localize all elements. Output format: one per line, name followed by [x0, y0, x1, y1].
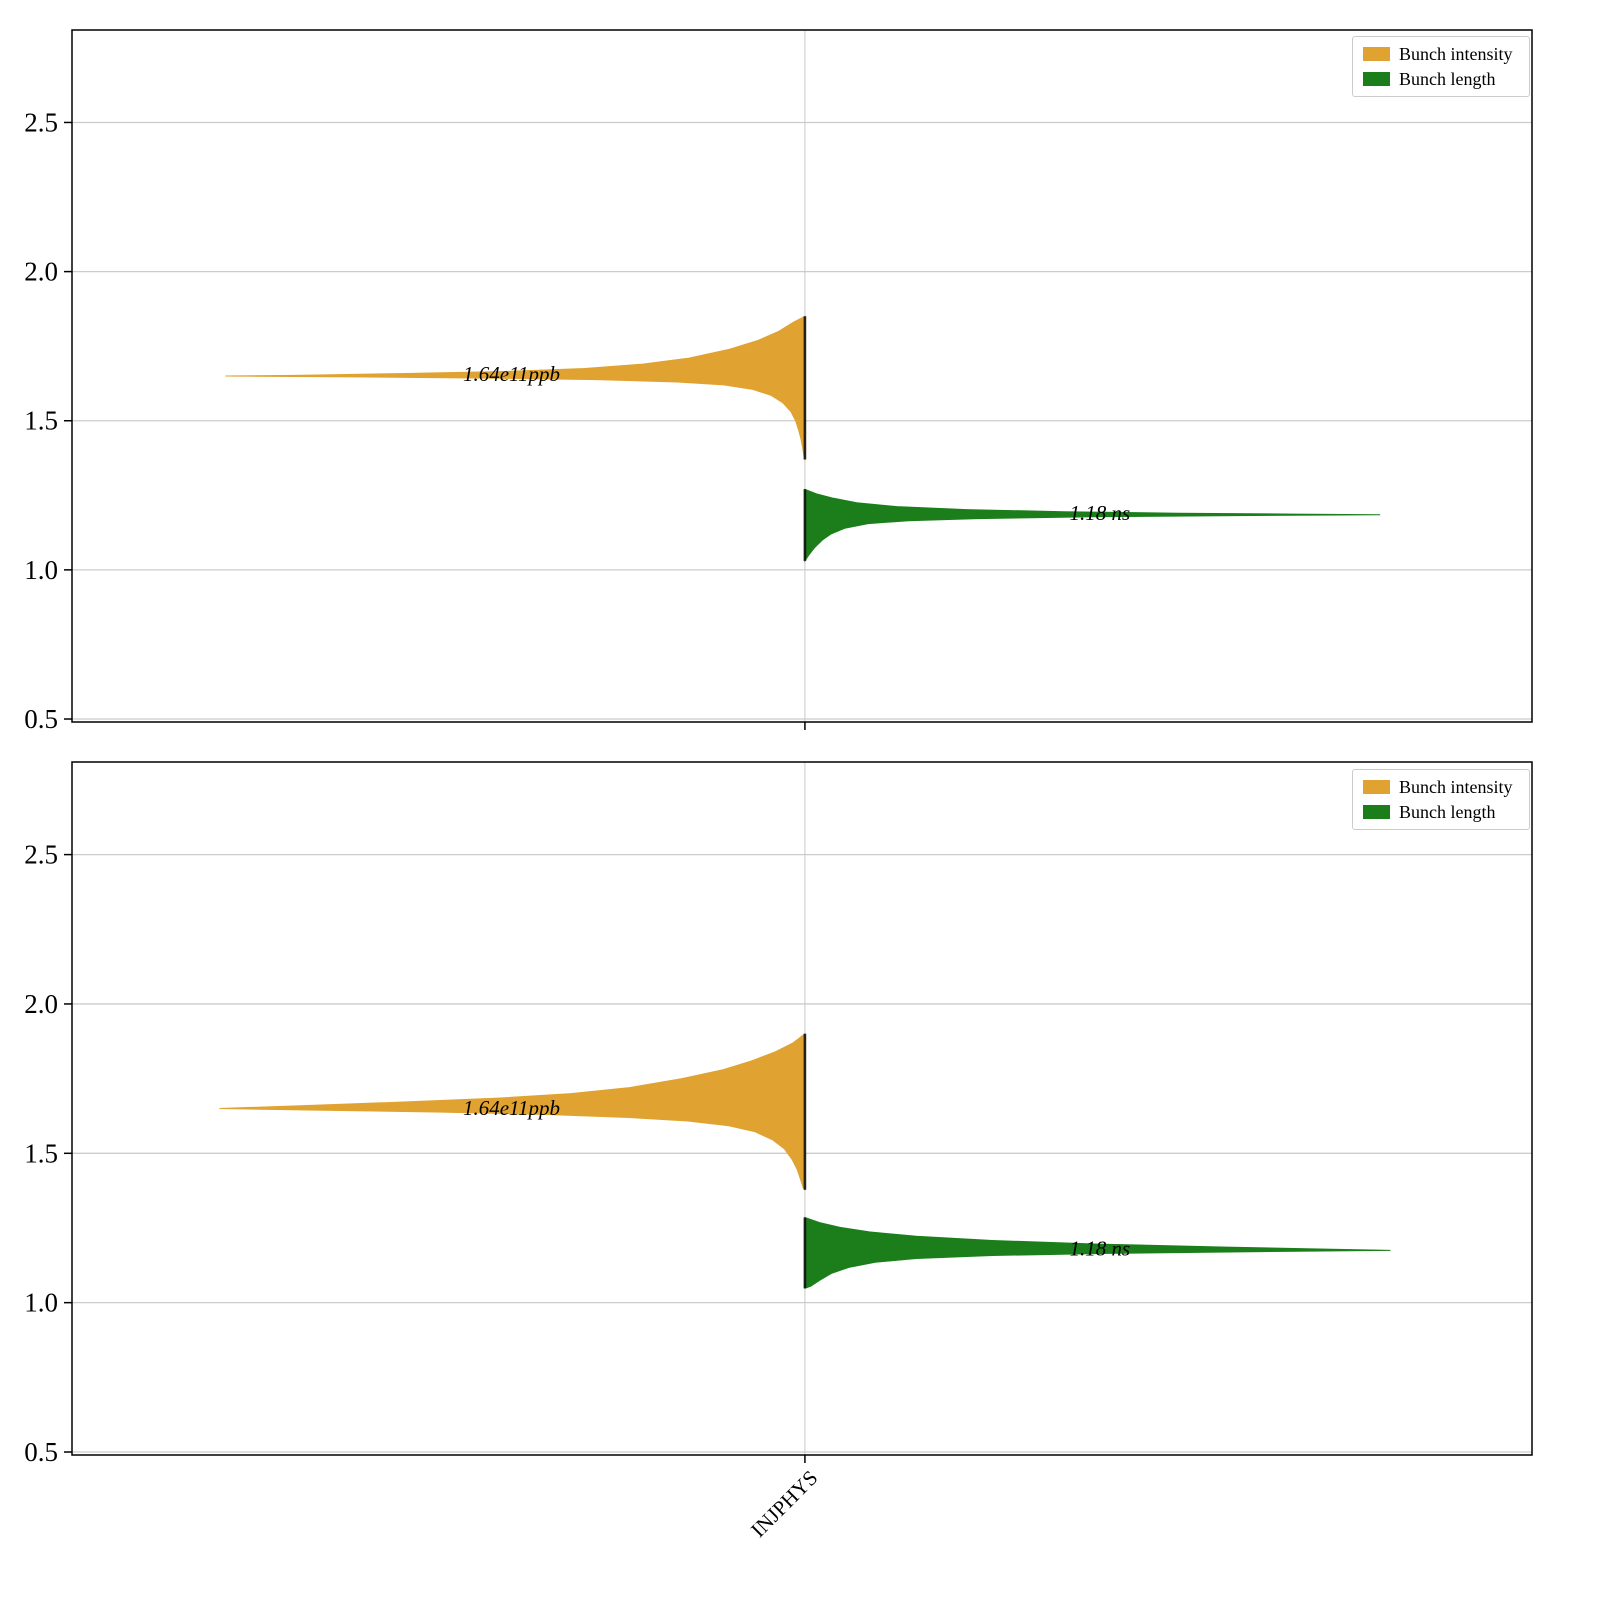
legend-label-bunch-length: Bunch length — [1399, 69, 1496, 89]
x-tick-label: INJPHYS — [746, 1466, 822, 1542]
violin-right — [804, 1216, 1391, 1290]
annotation: 1.64e11ppb — [463, 362, 560, 386]
annotation: 1.18 ns — [1069, 1236, 1130, 1260]
y-tick-label: 2.0 — [24, 989, 58, 1019]
legend-item-bunch-length: Bunch length — [1363, 803, 1519, 821]
legend-label-bunch-length: Bunch length — [1399, 802, 1496, 822]
axes-border — [71, 29, 1533, 723]
y-tick-label: 1.5 — [24, 1138, 58, 1168]
legend: Bunch intensity Bunch length — [1352, 36, 1530, 97]
legend-item-bunch-intensity: Bunch intensity — [1363, 778, 1519, 796]
legend-item-bunch-intensity: Bunch intensity — [1363, 45, 1519, 63]
axes-border — [71, 761, 1533, 1456]
subplot-bottom: 1.64e11ppb 1.18 ns 0.5 1.0 1.5 2.0 2.5 INJPHYS — [24, 761, 1533, 1542]
legend-swatch-bunch-length — [1363, 805, 1390, 819]
subplot-top: 1.64e11ppb 1.18 ns 0.5 1.0 1.5 2.0 2.5 — [24, 29, 1533, 734]
legend-item-bunch-length: Bunch length — [1363, 70, 1519, 88]
y-tick-label: 2.5 — [24, 107, 58, 137]
y-tick-label: 0.5 — [24, 1437, 58, 1467]
y-tick-label: 0.5 — [24, 704, 58, 734]
y-tick-label: 2.0 — [24, 257, 58, 287]
violin-left — [219, 1032, 806, 1192]
legend-swatch-bunch-intensity — [1363, 780, 1390, 794]
y-tick-label: 2.5 — [24, 840, 58, 870]
legend: Bunch intensity Bunch length — [1352, 769, 1530, 830]
y-tick-label: 1.0 — [24, 555, 58, 585]
legend-swatch-bunch-length — [1363, 72, 1390, 86]
violin-left — [225, 315, 806, 460]
y-tick-label: 1.0 — [24, 1288, 58, 1318]
annotation: 1.18 ns — [1069, 501, 1130, 525]
y-tick-label: 1.5 — [24, 406, 58, 436]
annotation: 1.64e11ppb — [463, 1096, 560, 1120]
violin-right — [804, 488, 1381, 563]
legend-swatch-bunch-intensity — [1363, 47, 1390, 61]
legend-label-bunch-intensity: Bunch intensity — [1399, 777, 1513, 797]
legend-label-bunch-intensity: Bunch intensity — [1399, 44, 1513, 64]
